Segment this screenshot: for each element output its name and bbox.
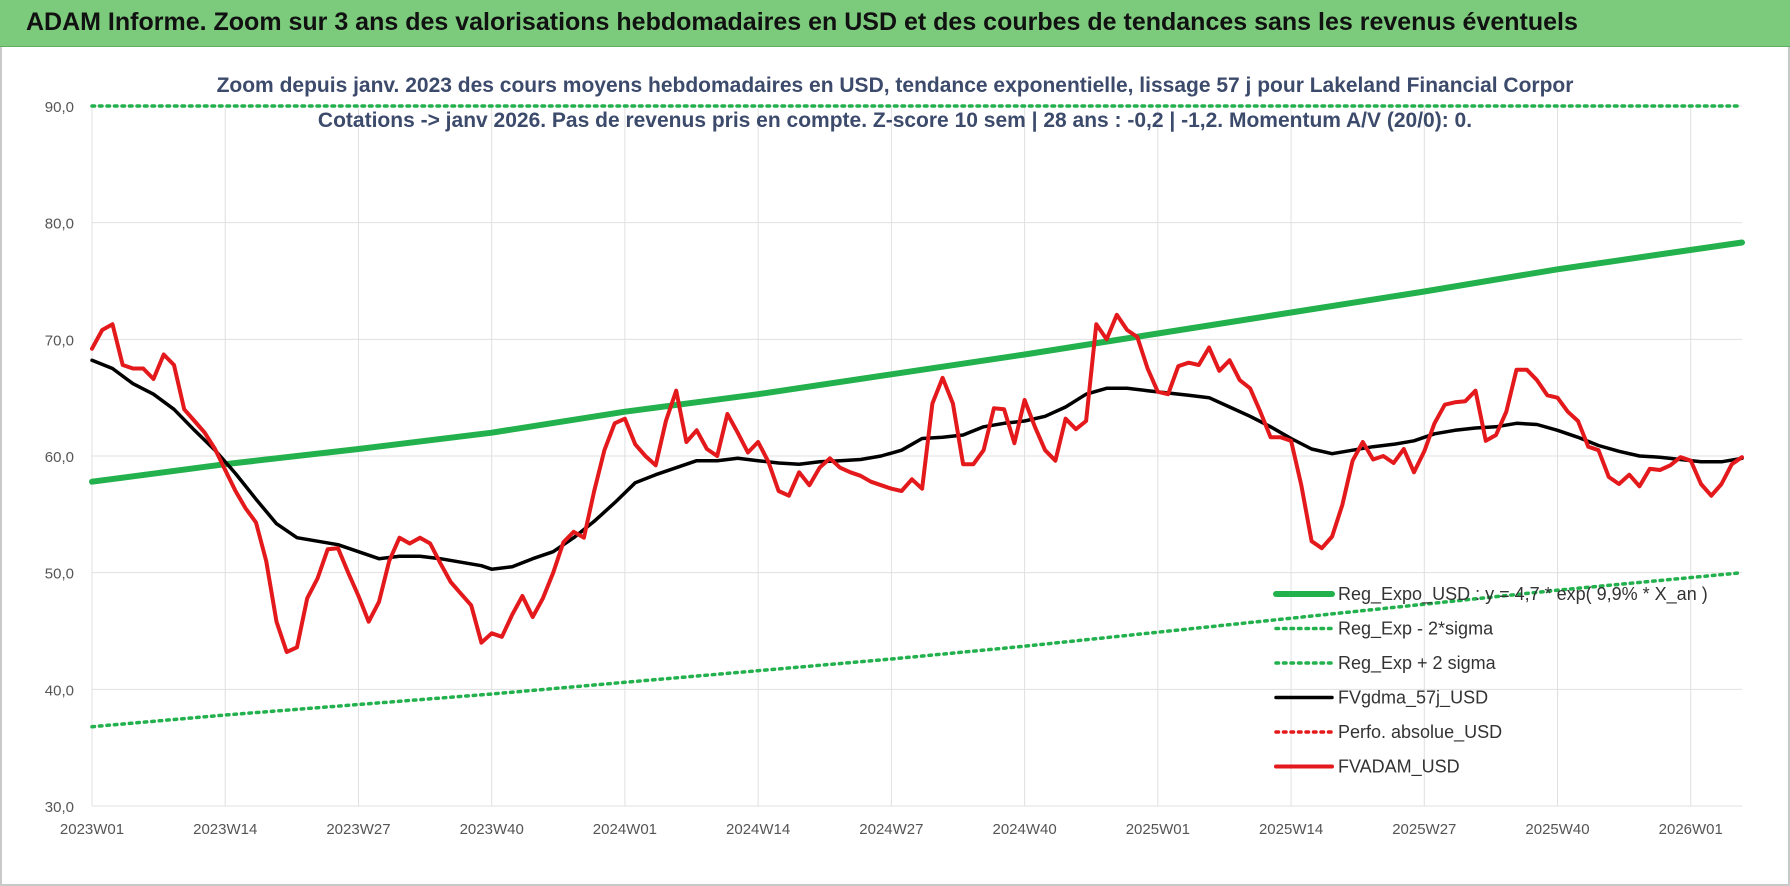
y-tick-label: 30,0 [45,799,74,816]
series-line-0 [89,239,1745,485]
grid [91,105,1742,807]
legend-label-4: Perfo. absolue_USD [1338,722,1502,743]
series-group [89,104,1745,729]
x-tick-label: 2025W27 [1392,821,1456,838]
x-tick-label: 2023W27 [326,821,390,838]
x-tick-label: 2025W14 [1259,821,1323,838]
series-line-3 [90,358,1744,571]
legend-label-2: Reg_Exp + 2 sigma [1338,653,1497,674]
y-tick-label: 60,0 [45,449,74,466]
x-tick-label: 2023W14 [193,821,257,838]
x-tick-label: 2024W40 [992,821,1056,838]
x-tick-label: 2024W14 [726,821,790,838]
x-tick-label: 2024W27 [859,821,923,838]
header-banner: ADAM Informe. Zoom sur 3 ans des valoris… [0,0,1790,47]
y-tick-label: 80,0 [45,216,74,233]
chart-title-line-1: Zoom depuis janv. 2023 des cours moyens … [217,74,1574,97]
x-tick-label: 2025W40 [1525,821,1589,838]
x-tick-label: 2026W01 [1659,821,1723,838]
y-tick-label: 50,0 [45,566,74,583]
legend-label-0: Reg_Expo_USD : y = 4,7 * exp( 9,9% * X_a… [1338,584,1708,605]
x-tick-label: 2023W01 [60,821,124,838]
legend: Reg_Expo_USD : y = 4,7 * exp( 9,9% * X_a… [1273,584,1708,778]
series-line-1 [90,570,1744,729]
chart-title-line-2: Cotations -> janv 2026. Pas de revenus p… [318,109,1472,132]
legend-label-5: FVADAM_USD [1338,757,1460,778]
legend-label-3: FVgdma_57j_USD [1338,688,1488,709]
header-title: ADAM Informe. Zoom sur 3 ans des valoris… [26,8,1578,36]
y-tick-label: 90,0 [45,99,74,116]
y-axis-labels: 30,0 40,0 50,0 60,0 70,0 80,0 90,0 [45,99,74,816]
y-tick-label: 70,0 [45,332,74,349]
x-tick-label: 2025W01 [1126,821,1190,838]
x-tick-label: 2023W40 [460,821,524,838]
x-tick-label: 2024W01 [593,821,657,838]
x-axis-labels: 2023W01 2023W14 2023W27 2023W40 2024W01 2024W… [60,821,1723,838]
legend-label-1: Reg_Exp - 2*sigma [1338,619,1494,640]
y-tick-label: 40,0 [45,682,74,699]
series-line-5 [90,312,1744,654]
